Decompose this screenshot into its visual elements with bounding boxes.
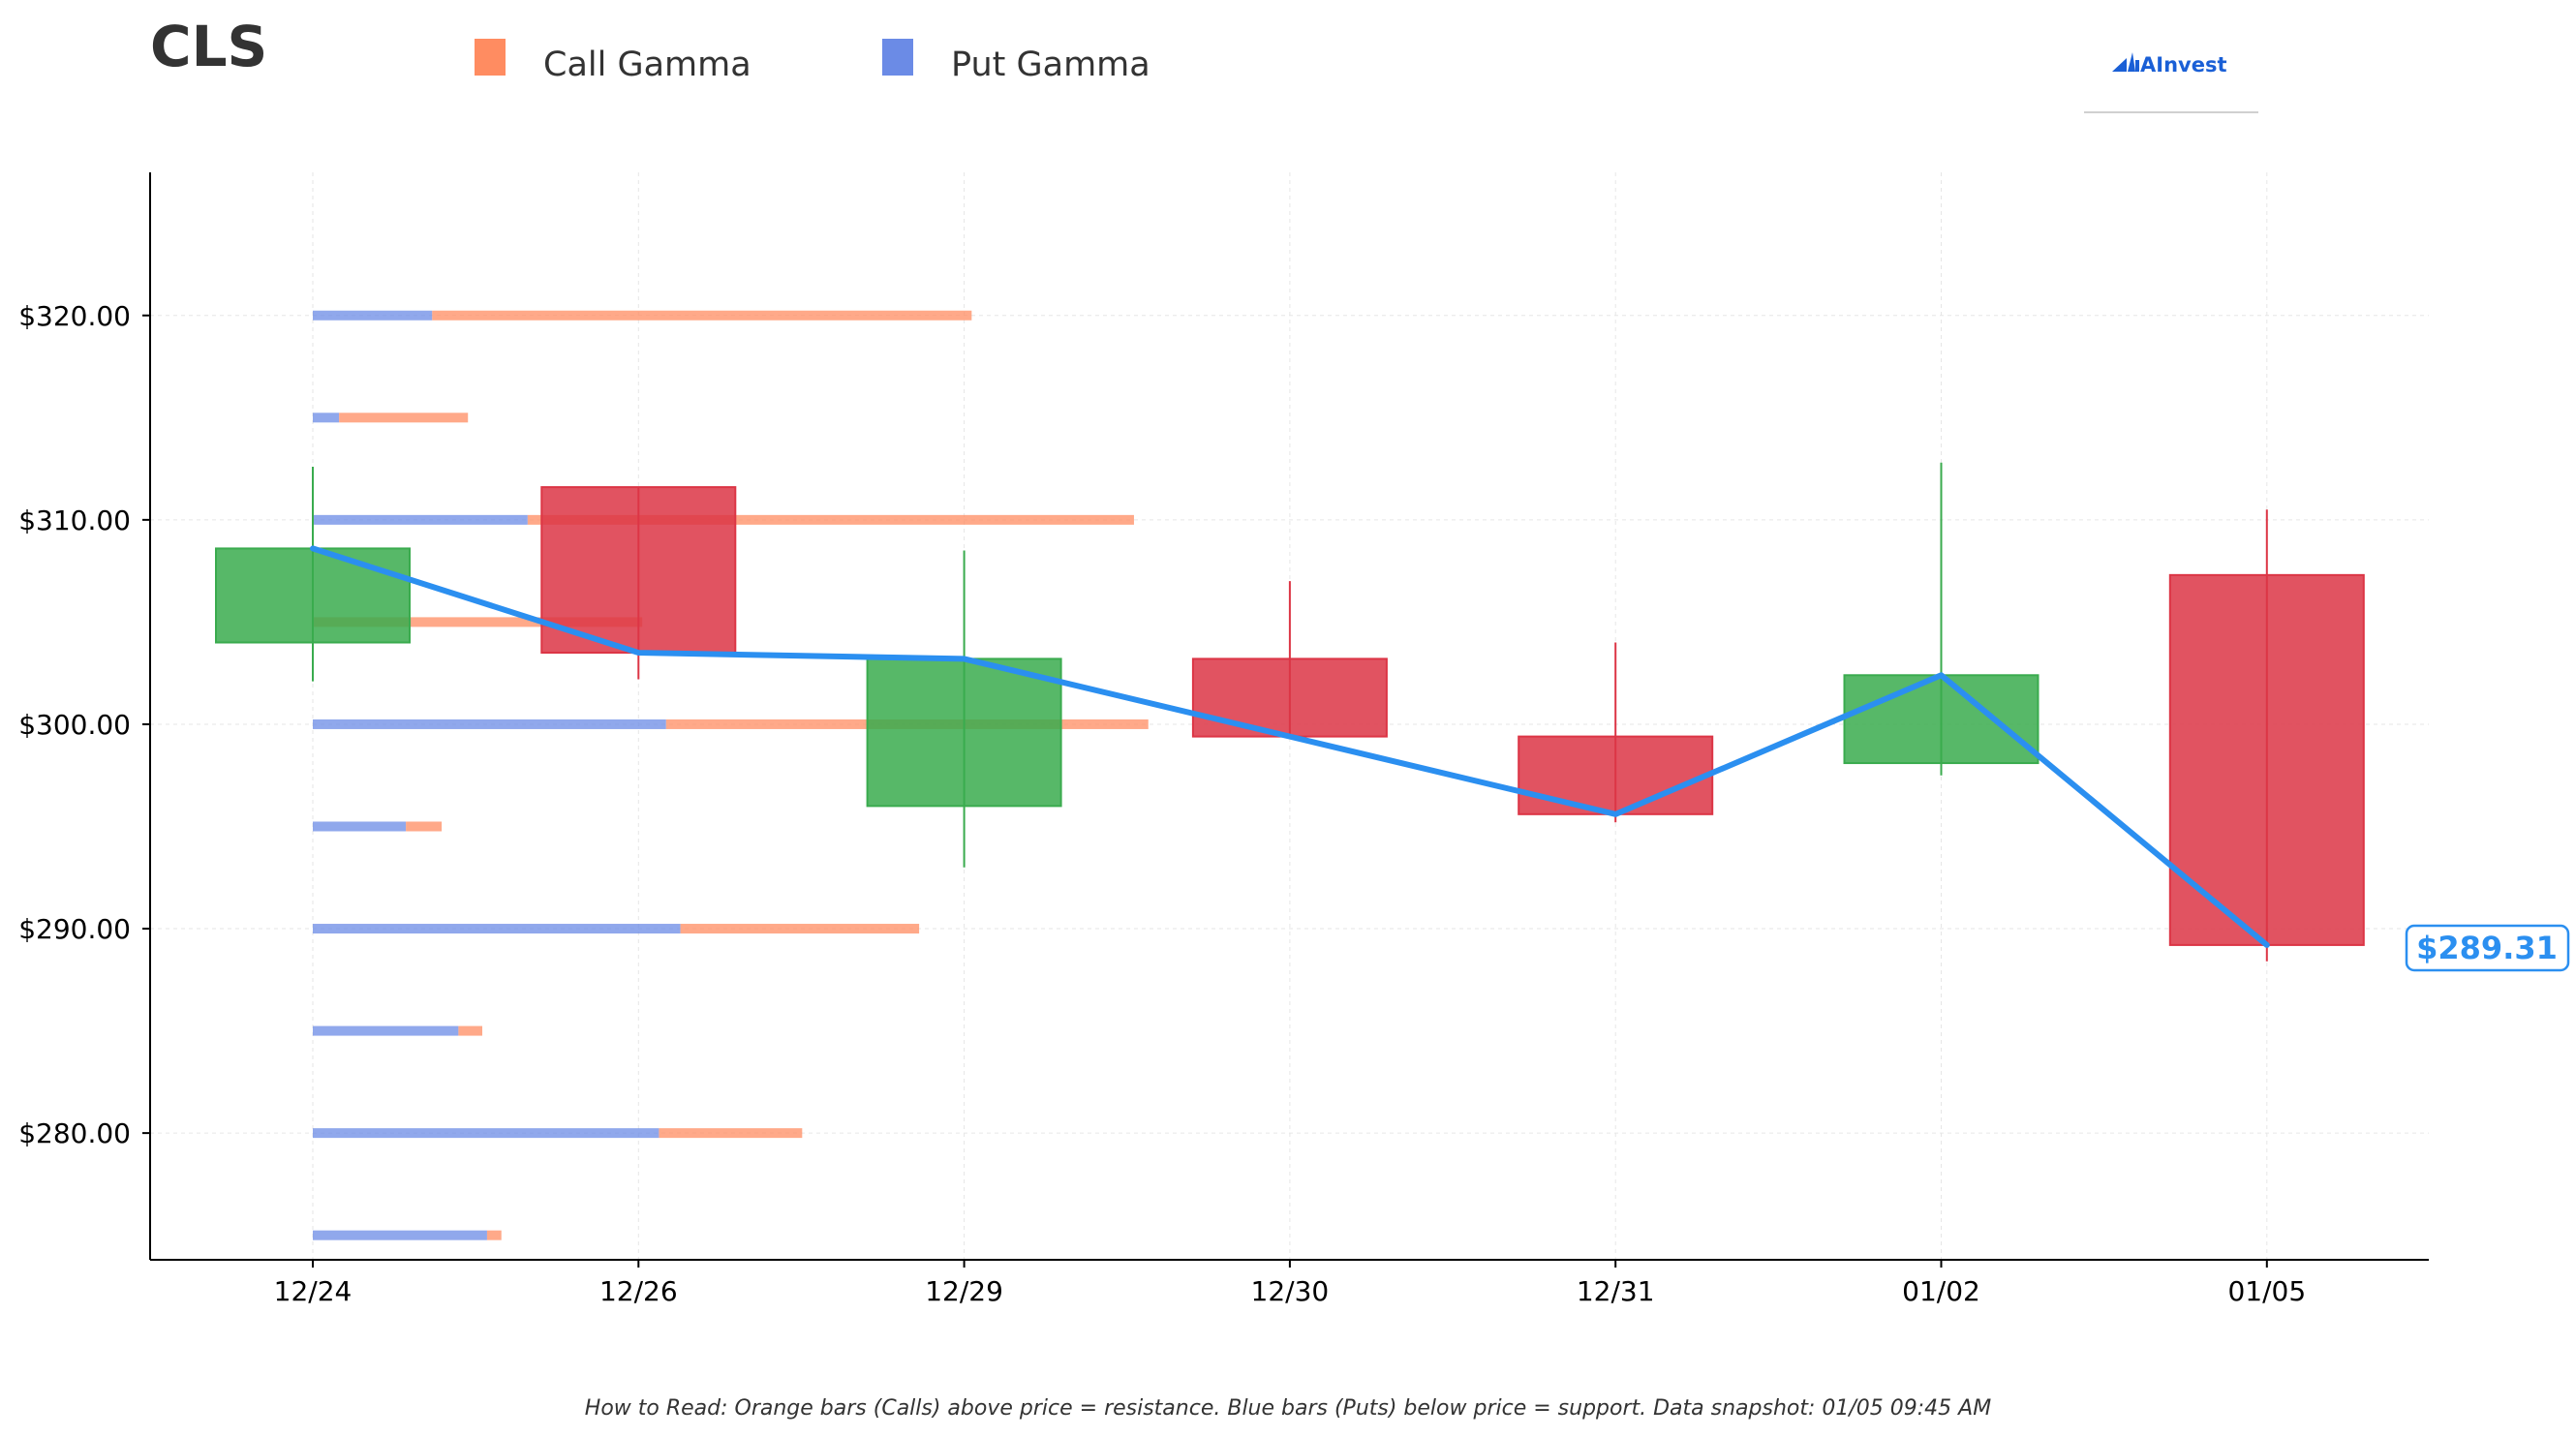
put-gamma-bar	[313, 310, 433, 321]
call-gamma-bar	[527, 514, 1134, 525]
call-gamma-bar	[406, 821, 443, 832]
x-tick-label: 12/31	[1577, 1275, 1655, 1307]
y-tick-label: $290.00	[18, 913, 131, 945]
candle-body	[1518, 735, 1714, 815]
price-line-layer	[310, 545, 2270, 948]
call-gamma-bar	[458, 1025, 483, 1036]
call-gamma-bar	[313, 617, 643, 627]
call-gamma-bar	[339, 413, 469, 423]
x-tick-label: 01/05	[2227, 1275, 2306, 1307]
put-gamma-bar	[313, 1128, 659, 1139]
put-gamma-bar	[313, 821, 407, 832]
candle-body	[1191, 657, 1388, 738]
current-price-badge: $289.31	[2405, 924, 2570, 972]
call-gamma-bar	[432, 310, 972, 321]
logo-text: AInvest	[2140, 53, 2227, 76]
candle-body	[215, 547, 411, 644]
put-gamma-bar	[313, 924, 681, 934]
x-tick-label: 12/29	[925, 1275, 1003, 1307]
legend-label-put: Put Gamma	[951, 46, 1150, 84]
candle-body	[866, 657, 1062, 808]
x-tick-label: 12/26	[599, 1275, 678, 1307]
y-tick-label: $280.00	[18, 1117, 131, 1149]
call-gamma-bar	[680, 924, 920, 934]
legend-label-call: Call Gamma	[543, 46, 751, 84]
put-gamma-bar	[313, 413, 340, 423]
price-line	[310, 545, 2270, 948]
footnote: How to Read: Orange bars (Calls) above p…	[585, 1396, 1991, 1421]
y-tick-label: $320.00	[18, 300, 131, 332]
candle-body	[540, 486, 737, 655]
x-tick-label: 12/24	[274, 1275, 353, 1307]
legend-swatch-put	[882, 39, 913, 76]
chart-title: CLS	[150, 14, 267, 79]
candle-body	[2168, 573, 2365, 946]
x-tick-label: 12/30	[1251, 1275, 1330, 1307]
candlesticks	[215, 462, 2365, 962]
y-tick-label: $310.00	[18, 504, 131, 536]
call-gamma-bar	[659, 1128, 803, 1139]
legend-swatch-call	[475, 39, 506, 76]
axis-ticks: $280.00 $290.00 $300.00 $310.00 $320.00 12/24…	[18, 300, 2306, 1307]
put-gamma-bar	[313, 718, 666, 729]
x-tick-label: 01/02	[1902, 1275, 1980, 1307]
put-gamma-bar	[313, 1025, 459, 1036]
logo-chart-icon	[2112, 52, 2139, 72]
ainvest-logo: AInvest	[2084, 52, 2258, 113]
price-badge-text: $289.31	[2416, 930, 2558, 966]
legend: Call Gamma Put Gamma	[475, 39, 1150, 84]
price-badge-box	[2405, 924, 2570, 972]
y-tick-label: $300.00	[18, 709, 131, 741]
call-gamma-bar	[486, 1230, 502, 1240]
candle-body	[1843, 674, 2039, 765]
put-gamma-bar	[313, 514, 528, 525]
put-gamma-bar	[313, 1230, 487, 1240]
